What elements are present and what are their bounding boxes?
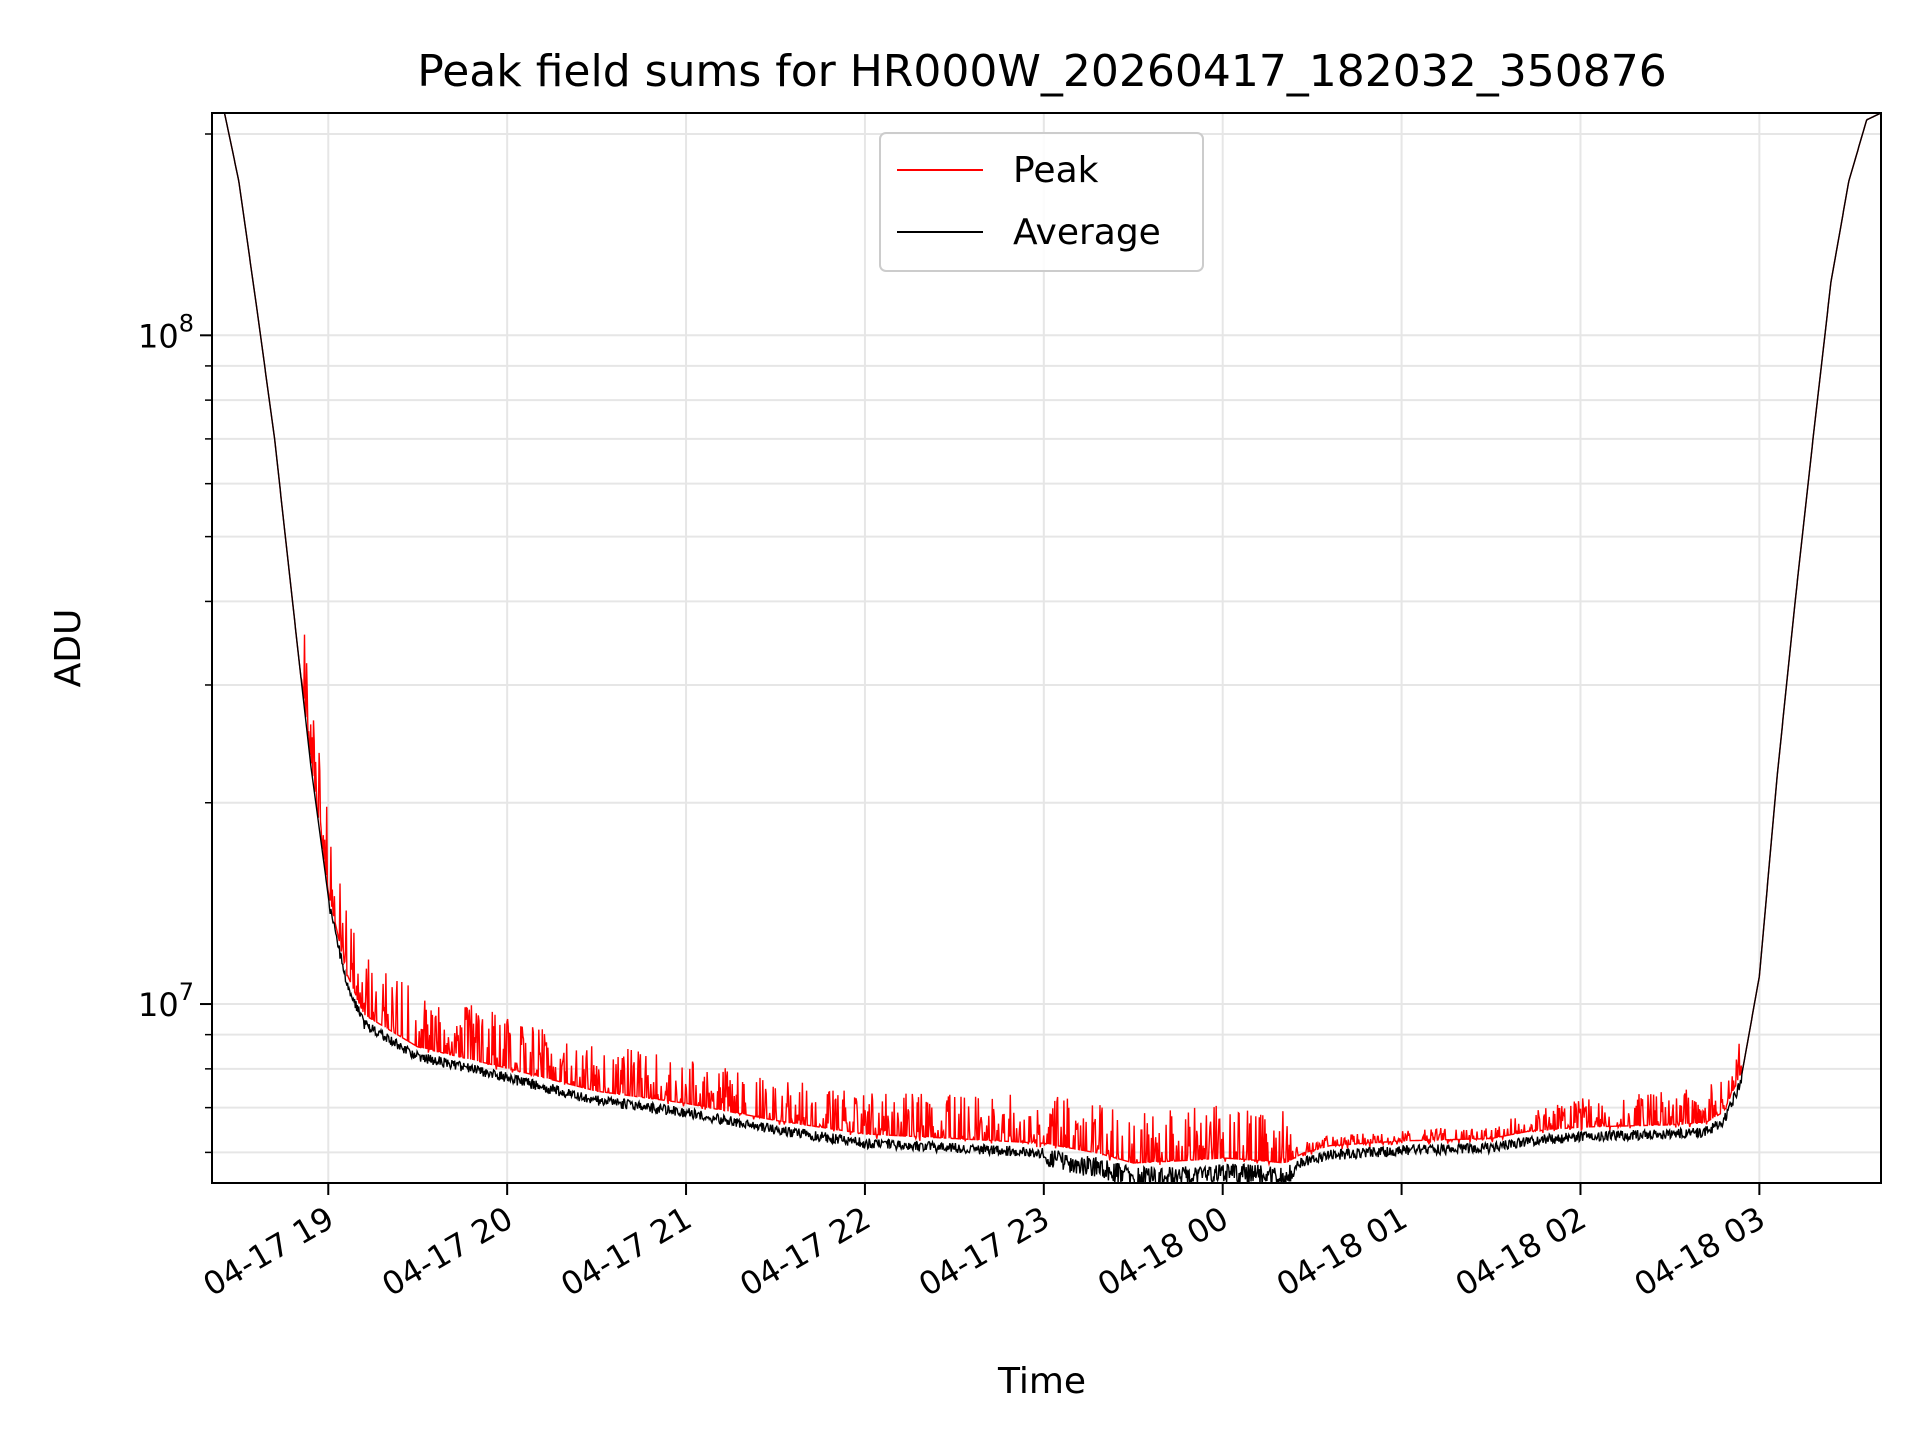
y-axis-label: ADU — [48, 609, 89, 688]
chart-title: Peak field sums for HR000W_20260417_1820… — [417, 46, 1667, 97]
plot-series — [212, 113, 1881, 1183]
series-line-average — [212, 113, 1881, 1183]
series-line-peak — [212, 113, 1881, 1167]
y-tick-label: 107 — [138, 978, 194, 1024]
legend: Peak Average — [879, 132, 1204, 272]
axes-frame — [211, 112, 1882, 1184]
y-axis: 107 108 — [138, 133, 212, 1154]
plot-area — [212, 113, 1881, 1183]
y-tick-label: 108 — [138, 309, 194, 355]
grid — [212, 113, 1881, 1183]
x-axis-label: Time — [997, 1361, 1086, 1402]
legend-label-peak: Peak — [1013, 150, 1099, 191]
legend-box — [879, 132, 1204, 272]
legend-label-average: Average — [1013, 212, 1161, 253]
axes-border — [211, 112, 1882, 1184]
